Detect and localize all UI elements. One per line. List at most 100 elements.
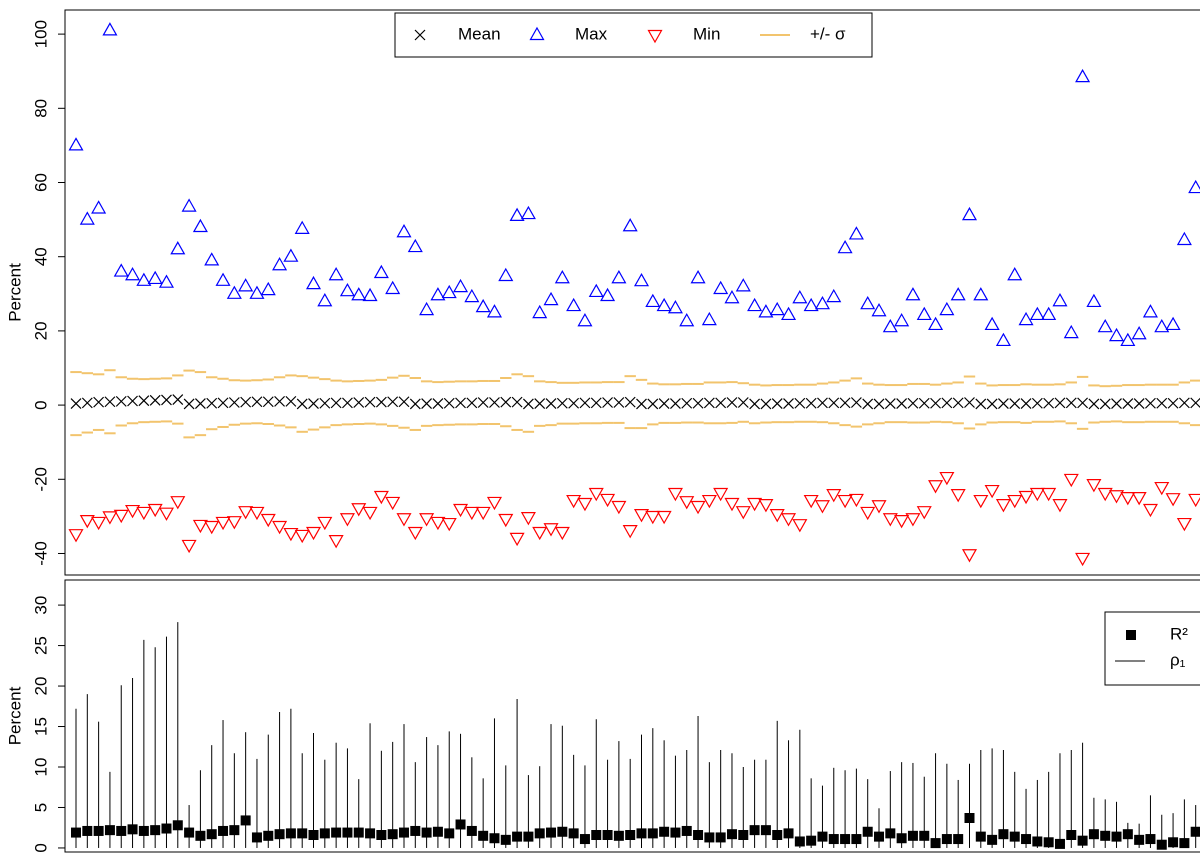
max-marker: [509, 207, 525, 221]
max-marker: [260, 281, 276, 296]
mean-marker: [511, 396, 523, 408]
min-marker: [91, 516, 107, 531]
max-marker: [735, 278, 751, 292]
max-marker: [430, 287, 446, 301]
max-marker: [373, 264, 389, 279]
min-marker: [566, 494, 582, 509]
min-marker: [1142, 503, 1158, 518]
legend-label: Min: [693, 24, 720, 43]
max-marker: [486, 304, 502, 318]
mean-marker: [319, 397, 331, 409]
y-tick-label: -20: [31, 467, 50, 492]
max-marker: [294, 220, 310, 234]
mean-marker: [274, 395, 286, 407]
max-marker: [679, 313, 695, 327]
max-marker: [656, 297, 672, 312]
mean-marker: [658, 398, 670, 410]
min-marker: [305, 526, 322, 541]
mean-marker: [1099, 398, 1111, 410]
min-marker: [1075, 552, 1091, 567]
mean-marker: [1088, 398, 1100, 410]
mean-marker: [115, 395, 127, 407]
max-marker: [1188, 179, 1200, 194]
mean-marker: [228, 397, 240, 408]
min-marker: [916, 506, 932, 520]
mean-marker: [624, 396, 636, 408]
legend-swatch: [529, 26, 545, 41]
max-marker: [860, 295, 876, 310]
mean-marker: [715, 397, 727, 409]
max-marker: [701, 311, 717, 326]
y-tick-label: 100: [31, 20, 50, 48]
mean-marker: [387, 396, 399, 408]
max-marker: [226, 285, 242, 299]
min-marker: [814, 500, 830, 514]
max-marker: [984, 316, 1000, 331]
y-axis-title: Percent: [5, 263, 24, 322]
max-marker: [283, 248, 299, 262]
legend-box: [394, 12, 873, 58]
mean-marker: [670, 398, 681, 410]
mean-marker: [884, 398, 896, 410]
max-marker: [882, 318, 898, 333]
mean-marker: [1077, 397, 1089, 409]
max-marker: [1154, 318, 1170, 333]
y-tick-label: 20: [31, 321, 50, 340]
mean-marker: [986, 398, 998, 410]
max-marker: [520, 205, 536, 220]
mean-marker: [613, 397, 625, 408]
min-marker: [622, 525, 638, 539]
y-axis-title: Percent: [5, 686, 24, 745]
plot-frame: [64, 579, 1200, 853]
mean-marker: [579, 397, 591, 409]
max-marker: [328, 267, 344, 281]
mean-marker: [489, 397, 500, 408]
legend-label: Mean: [458, 24, 501, 43]
min-marker: [543, 523, 559, 537]
mean-marker: [545, 398, 557, 410]
plot-area: [68, 22, 1200, 567]
mean-marker: [602, 397, 613, 408]
mean-marker: [952, 397, 964, 409]
min-marker: [871, 500, 887, 514]
max-marker: [1063, 324, 1079, 339]
max-marker: [995, 332, 1011, 347]
min-marker: [588, 487, 604, 502]
min-marker: [1063, 473, 1079, 488]
min-marker: [860, 506, 876, 521]
min-marker: [68, 529, 84, 543]
min-marker: [1029, 487, 1045, 502]
min-marker: [600, 493, 616, 508]
mean-marker: [1190, 397, 1200, 409]
min-marker: [520, 512, 536, 526]
min-marker: [125, 504, 141, 519]
max-marker: [136, 272, 152, 286]
min-marker: [1086, 479, 1102, 493]
mean-marker: [285, 395, 297, 407]
max-marker: [113, 263, 129, 277]
max-marker: [543, 291, 559, 306]
min-marker: [215, 516, 231, 531]
min-marker: [1188, 493, 1200, 508]
min-marker: [679, 496, 695, 510]
mean-marker: [805, 397, 817, 409]
y-tick-label: 5: [31, 803, 50, 812]
mean-marker: [590, 397, 602, 409]
min-marker: [339, 513, 355, 527]
y-tick-label: 10: [31, 758, 50, 777]
mean-marker: [647, 398, 659, 410]
mean-marker: [330, 397, 342, 409]
max-marker: [362, 287, 378, 302]
mean-marker: [737, 397, 749, 408]
legend-label: Max: [575, 24, 608, 43]
mean-marker: [421, 398, 433, 410]
mean-marker: [760, 398, 772, 410]
min-marker: [373, 490, 389, 505]
max-marker: [894, 313, 910, 327]
mean-marker: [771, 398, 783, 410]
mean-marker: [1145, 397, 1156, 409]
min-marker: [509, 532, 525, 547]
min-marker: [464, 506, 480, 521]
max-marker: [803, 297, 819, 312]
min-marker: [769, 509, 785, 523]
